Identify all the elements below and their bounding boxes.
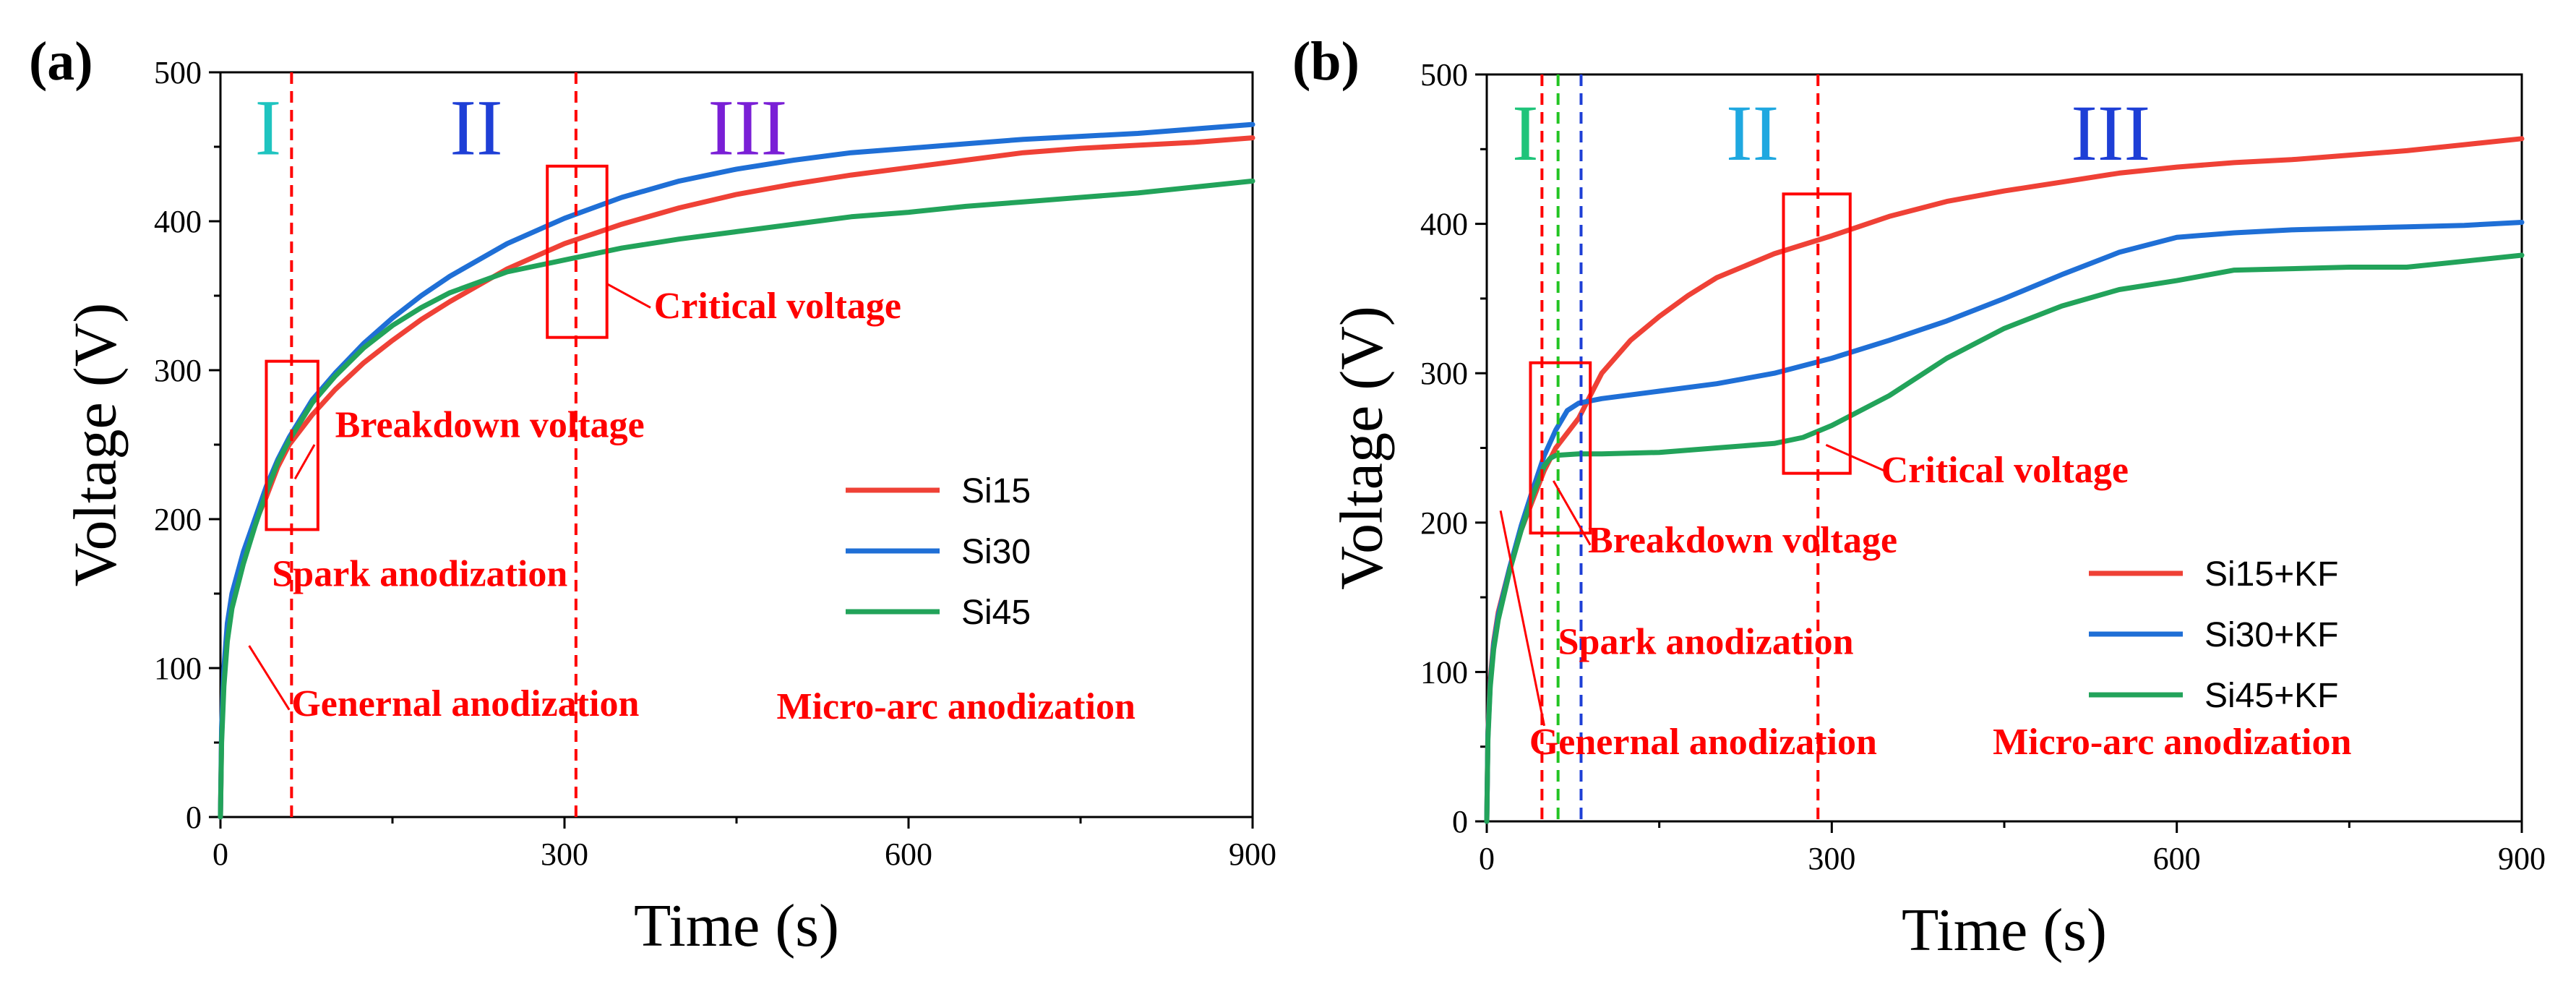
panel-label: (a) [29,31,93,92]
x-tick-label: 900 [2498,841,2546,876]
stage-label: II [1726,89,1779,177]
legend-label: Si45 [961,594,1031,632]
legend-label: Si45+KF [2204,677,2338,715]
annotation-text: Genernal anodization [291,683,639,724]
stage-label: III [2071,89,2150,177]
x-tick-label: 600 [2153,841,2201,876]
legend-label: Si15 [961,472,1031,510]
series-line-si30 [218,121,1255,820]
annotation-text: Breakdown voltage [1588,520,1897,561]
y-axis-title: Voltage (V) [61,303,129,587]
highlight-box [1529,361,1592,535]
x-tick-label: 300 [1808,841,1855,876]
x-axis-title: Time (s) [634,892,839,959]
legend-label: Si15+KF [2204,555,2338,594]
y-tick-label: 100 [1420,654,1468,690]
y-axis-title: Voltage (V) [1328,306,1395,590]
y-tick-label: 0 [1452,804,1468,839]
annotation-leader [293,444,316,480]
x-tick-label: 600 [885,837,932,872]
legend-label: Si30 [961,533,1031,571]
annotation-leader [1552,480,1592,546]
y-tick-label: 200 [1420,505,1468,541]
panel-b: (b) 0 300 600 900 0 100 200 300 400 500 Time (s) Vol… [1292,31,2546,964]
y-tick-label: 300 [154,353,202,388]
y-tick-label: 400 [1420,207,1468,242]
annotation-text: Breakdown voltage [335,405,645,446]
panel-label: (b) [1292,31,1360,92]
y-tick-label: 400 [154,204,202,239]
highlight-box [1782,192,1852,475]
y-tick-label: 500 [1420,57,1468,93]
x-tick-label: 0 [212,837,228,872]
y-tick-label: 500 [154,55,202,90]
highlight-box [265,359,319,531]
annotation-leader [1499,510,1546,727]
stage-label: II [450,83,502,171]
annotation-text: Micro-arc anodization [1993,722,2351,763]
stage-label: I [255,83,282,171]
stage-label: III [708,83,787,171]
annotation-text: Critical voltage [654,286,901,327]
x-tick-label: 0 [1479,841,1495,876]
y-tick-label: 100 [154,651,202,686]
y-tick-label: 0 [186,800,202,835]
x-tick-label: 900 [1229,837,1276,872]
plot-frame [1485,73,2523,823]
x-axis-title: Time (s) [1902,897,2107,964]
annotation-text: Genernal anodization [1529,722,1877,763]
annotation-text: Micro-arc anodization [777,686,1135,727]
panel-a: (a) 0 300 600 900 0 100 200 300 400 500 Time (s) Vol… [29,31,1276,959]
series-line-si45 [218,178,1255,820]
annotation-leader [1825,443,1884,471]
y-tick-label: 200 [154,502,202,537]
annotation-text: Critical voltage [1881,450,2129,491]
stage-label: I [1512,89,1539,177]
legend-label: Si30+KF [2204,616,2338,654]
annotation-leader [606,283,651,309]
highlight-box [546,164,609,339]
y-tick-label: 300 [1420,356,1468,391]
annotation-text: Spark anodization [272,554,567,595]
annotation-leader [248,645,291,711]
x-tick-label: 300 [541,837,588,872]
series-line-si45-kf [1484,252,2525,824]
annotation-text: Spark anodization [1558,622,1854,663]
